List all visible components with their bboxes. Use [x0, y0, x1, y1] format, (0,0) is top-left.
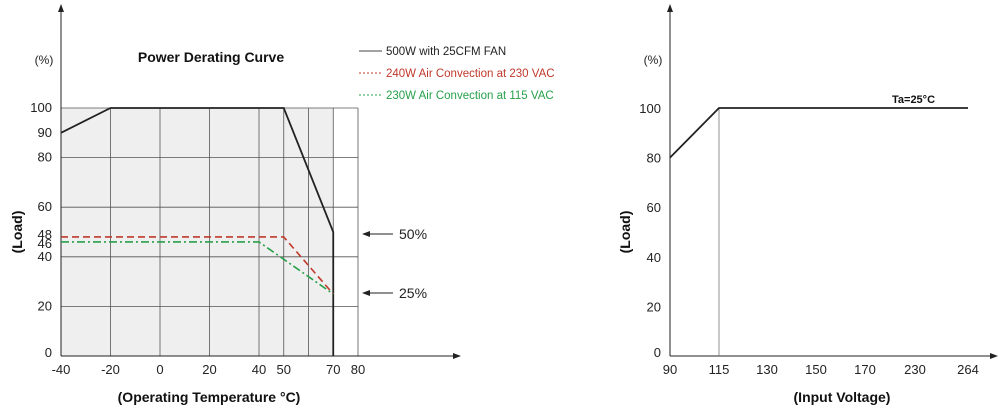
y-tick-label: 60	[38, 199, 52, 214]
y-tick-label: 100	[30, 100, 52, 115]
chart-1	[58, 4, 461, 359]
x-axis-arrow	[453, 353, 461, 359]
x-tick-label: 115	[709, 362, 730, 377]
y-axis-title: (Load)	[617, 211, 633, 254]
y-tick-label: 60	[647, 200, 661, 215]
x-tick-label: 170	[854, 362, 876, 377]
y-unit-label: (%)	[644, 53, 663, 67]
x-tick-label: 130	[756, 362, 778, 377]
ta-annotation: Ta=25°C	[892, 94, 935, 106]
y-tick-label: 90	[38, 125, 52, 140]
chart-2	[667, 4, 998, 359]
y-tick-label: 48	[38, 227, 52, 242]
x-tick-label: 264	[957, 362, 979, 377]
series-line-3	[61, 241, 334, 295]
x-tick-label: 80	[351, 362, 365, 377]
x-tick-label: 230	[904, 362, 926, 377]
x-tick-label: 90	[663, 362, 677, 377]
shaded-region	[61, 108, 334, 356]
x-axis-title: (Operating Temperature °C)	[118, 389, 301, 405]
x-tick-label: 150	[805, 362, 827, 377]
x-tick-label: 40	[252, 362, 266, 377]
x-axis-title: (Input Voltage)	[794, 389, 891, 405]
x-tick-label: 0	[156, 362, 163, 377]
x-tick-label: -40	[52, 362, 71, 377]
y-tick-label: 40	[38, 249, 52, 264]
x-tick-label: -20	[101, 362, 120, 377]
y-axis-arrow	[58, 4, 64, 12]
chart-title: Power Derating Curve	[138, 49, 284, 65]
y-tick-label: 20	[38, 298, 52, 313]
y-unit-label: (%)	[35, 53, 54, 67]
legend-label-1: 500W with 25CFM FAN	[386, 46, 506, 58]
annotation-arrowhead	[362, 290, 370, 296]
series-line-1	[60, 107, 335, 356]
annotation-label: 25%	[399, 285, 427, 301]
y-tick-label: 0	[45, 345, 52, 360]
y-tick-label: 40	[647, 250, 661, 265]
annotation-arrowhead	[362, 231, 370, 237]
x-tick-label: 20	[202, 362, 216, 377]
y-tick-label: 100	[639, 101, 661, 116]
x-axis-arrow	[990, 353, 998, 359]
y-tick-label: 0	[654, 345, 661, 360]
series-line-2	[61, 236, 334, 295]
annotation-label: 50%	[399, 226, 427, 242]
series-line-1	[669, 107, 968, 159]
y-axis-arrow	[667, 4, 673, 12]
y-tick-label: 80	[38, 150, 52, 165]
y-tick-label: 20	[647, 299, 661, 314]
x-tick-label: 70	[326, 362, 340, 377]
legend-label-3: 230W Air Convection at 115 VAC	[386, 90, 554, 102]
y-tick-label: 46	[38, 236, 52, 251]
legend-label-2: 240W Air Convection at 230 VAC	[386, 68, 555, 80]
y-tick-label: 80	[647, 151, 661, 166]
y-axis-title: (Load)	[9, 211, 25, 254]
x-tick-label: 50	[277, 362, 291, 377]
